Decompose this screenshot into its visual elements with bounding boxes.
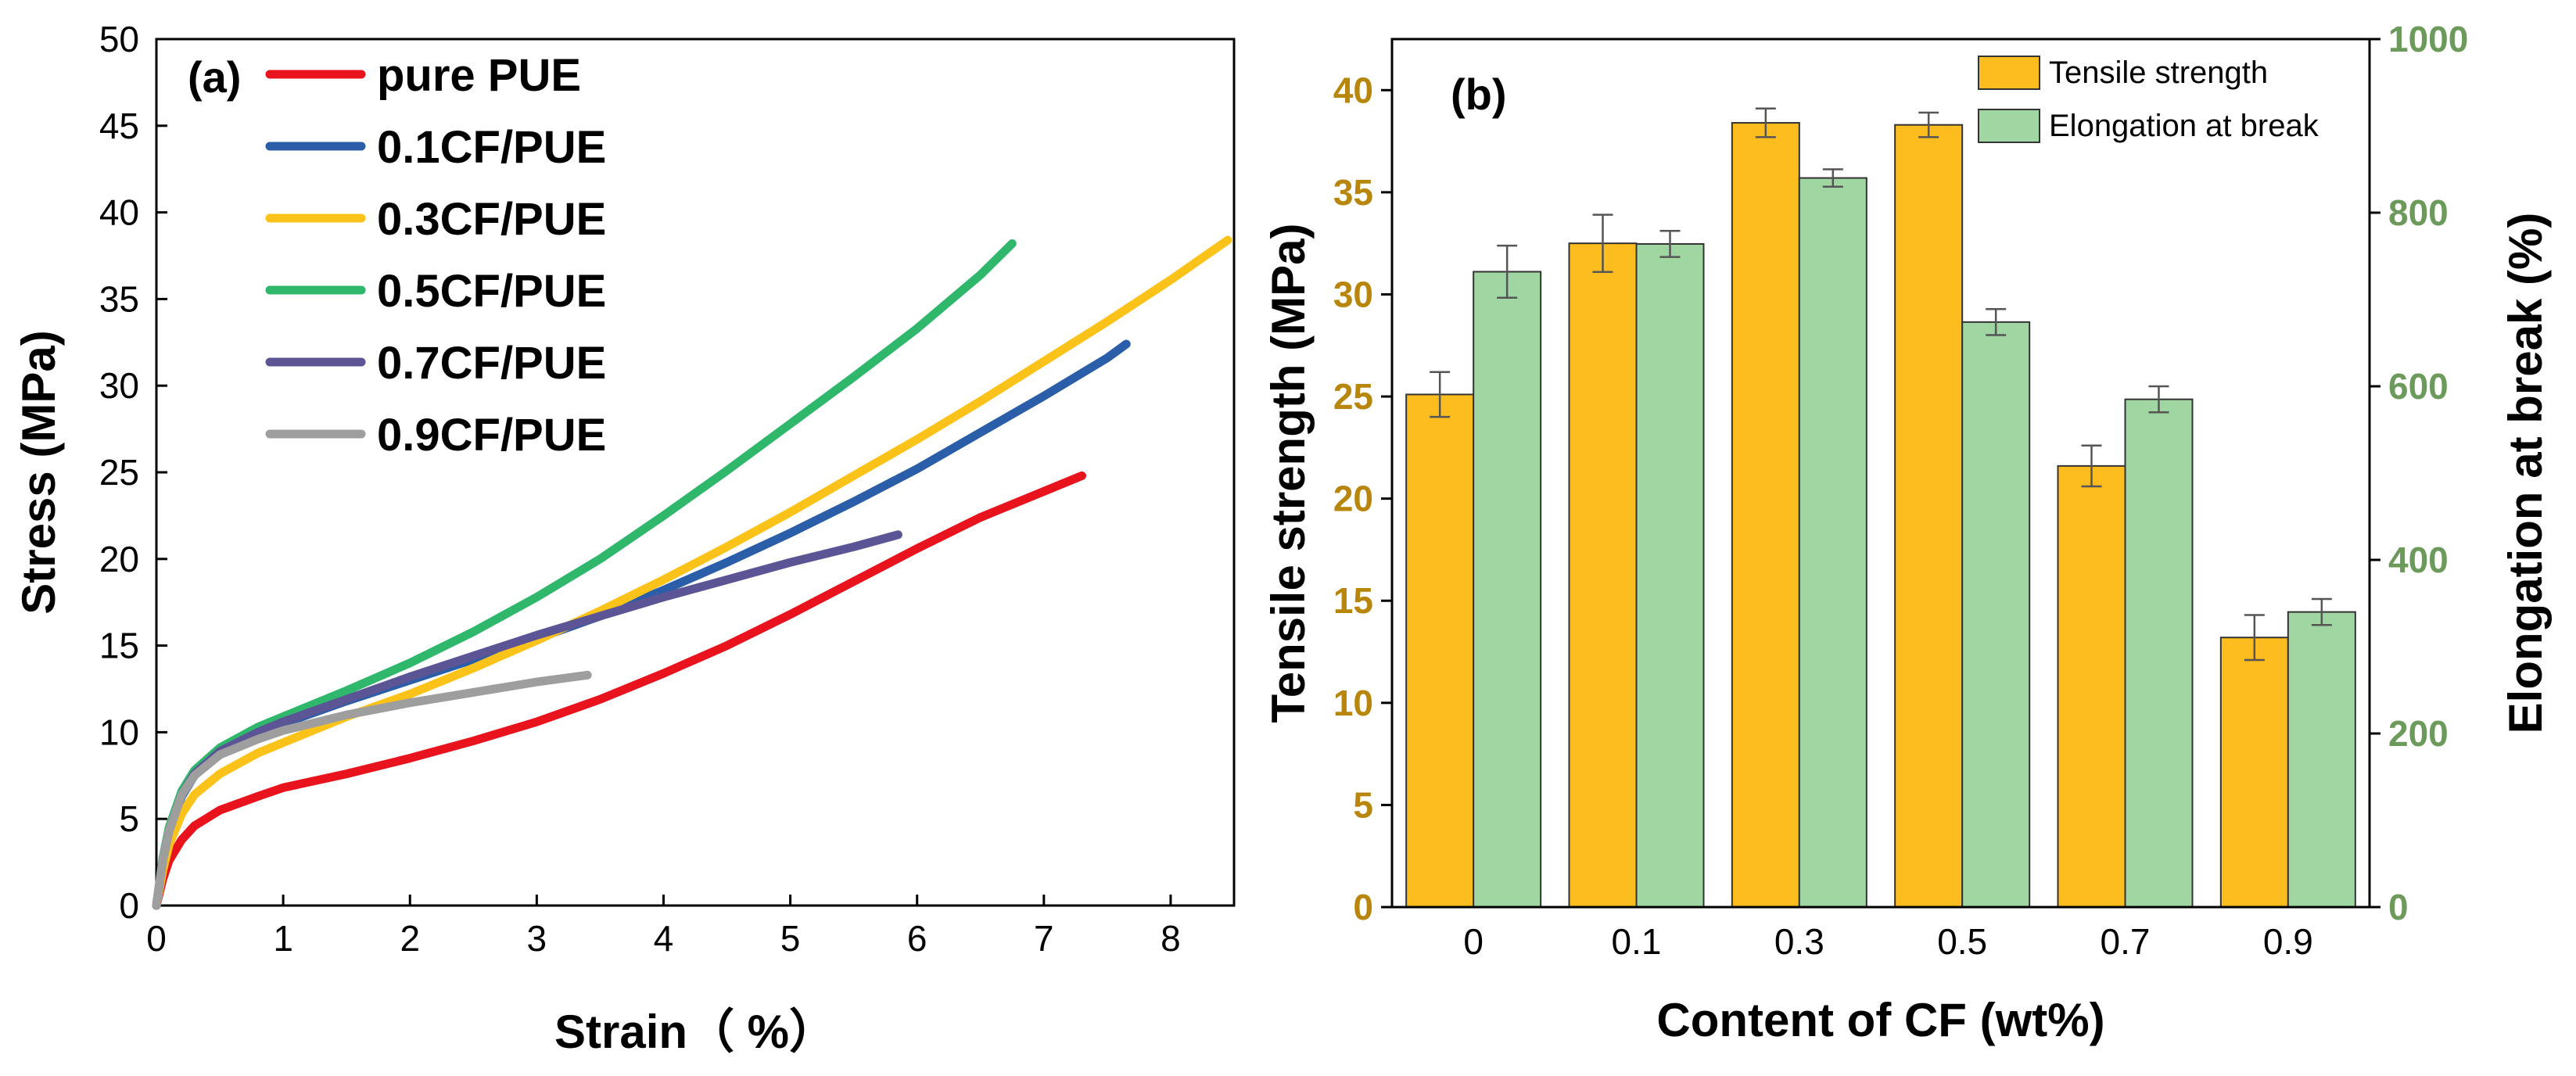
panel-b-left-tick-label: 30 — [1333, 274, 1373, 314]
tensile-bar — [1894, 124, 1964, 909]
series-line-1 — [152, 339, 1131, 910]
elongation-bar — [2124, 398, 2194, 908]
panel-a-x-tick-label: 7 — [1034, 918, 1054, 959]
panel-b-x-tick-label: 0.5 — [1937, 921, 1987, 962]
tensile-bar — [1405, 393, 1475, 908]
legend-label: 0.7CF/PUE — [377, 338, 606, 389]
legend-label: Elongation at break — [2049, 109, 2319, 143]
panel-b-left-tick-label: 5 — [1353, 784, 1373, 825]
legend-label: 0.1CF/PUE — [377, 122, 606, 173]
elongation-bar — [2287, 611, 2356, 908]
panel-a-x-tick-label: 2 — [400, 918, 420, 959]
panel-a-series-lines — [152, 235, 1232, 910]
panel-b-left-tick-label: 35 — [1333, 172, 1373, 213]
legend-label: pure PUE — [377, 50, 581, 101]
panel-b-x-tick-label: 0 — [1463, 921, 1484, 962]
panel-b-x-tick-label: 0.9 — [2263, 921, 2313, 962]
legend-label: 0.9CF/PUE — [377, 410, 606, 461]
panel-a-y-tick-label: 10 — [99, 712, 139, 752]
panel-a-label: (a) — [188, 52, 241, 102]
panel-b-right-tick-label: 600 — [2388, 366, 2449, 407]
panel-a-x-tick-label: 4 — [654, 918, 674, 959]
panel-b-left-tick-label: 0 — [1353, 887, 1373, 927]
panel-b-bar-chart: 0 0.1 0.3 0.5 0.7 0.9051015202530354002004006… — [1262, 19, 2552, 1046]
panel-a-plot-frame — [155, 38, 1236, 907]
panel-b-right-tick-label: 1000 — [2388, 19, 2468, 59]
panel-b-x-tick-label: 0.3 — [1774, 921, 1824, 962]
panel-a-y-tick-label: 20 — [99, 539, 139, 579]
panel-a-y-tick-label: 45 — [99, 106, 139, 146]
panel-a-y-tick-label: 30 — [99, 365, 139, 406]
elongation-bar — [1798, 177, 1867, 909]
panel-b-left-tick-label: 20 — [1333, 479, 1373, 519]
panel-b-left-tick-label: 10 — [1333, 683, 1373, 723]
panel-a-y-tick-label: 50 — [99, 19, 139, 59]
series-line-2 — [152, 235, 1232, 910]
panel-a-y-tick-label: 5 — [119, 798, 139, 839]
panel-b-label: (b) — [1451, 70, 1507, 119]
panel-b-left-tick-label: 15 — [1333, 580, 1373, 621]
elongation-bar — [1635, 242, 1705, 908]
tensile-bar — [1568, 242, 1638, 909]
legend-swatch — [1978, 109, 2040, 143]
panel-a-y-tick-label: 35 — [99, 278, 139, 319]
panel-a-y-tick-label: 40 — [99, 192, 139, 233]
panel-a-x-tick-label: 1 — [273, 918, 293, 959]
elongation-bar — [1473, 271, 1542, 909]
legend-label: 0.5CF/PUE — [377, 266, 606, 317]
elongation-bar — [1961, 321, 2031, 908]
panel-a-y-tick-label: 25 — [99, 452, 139, 493]
tensile-bar — [1731, 122, 1800, 909]
series-line-5 — [152, 670, 592, 910]
panel-a-x-axis-label: Strain（ %） — [554, 1006, 836, 1058]
panel-b-right-tick-label: 0 — [2388, 887, 2409, 927]
tensile-bar — [2219, 637, 2289, 908]
legend-label: Tensile strength — [2049, 56, 2268, 90]
panel-b-ticks: 0 0.1 0.3 0.5 0.7 0.9051015202530354002004006… — [1333, 19, 2469, 962]
panel-a-x-tick-label: 6 — [907, 918, 927, 959]
panel-b-right-axis-label: Elongation at break (%) — [2499, 213, 2552, 734]
tensile-bar — [2057, 464, 2126, 908]
panel-b-left-tick-label: 25 — [1333, 376, 1373, 417]
panel-b-right-tick-label: 400 — [2388, 540, 2449, 580]
panel-a-y-tick-label: 0 — [119, 885, 139, 926]
panel-a-x-tick-label: 8 — [1161, 918, 1181, 959]
series-line-0 — [152, 471, 1086, 910]
legend-swatch — [1978, 56, 2040, 90]
panel-b-left-tick-label: 40 — [1333, 70, 1373, 110]
panel-b-right-tick-label: 200 — [2388, 713, 2449, 754]
panel-b-plot-frame — [1390, 38, 2371, 909]
panel-b-x-tick-label: 0.1 — [1612, 921, 1662, 962]
panel-b-x-axis-label: Content of CF (wt%) — [1656, 994, 2104, 1046]
panel-a-y-axis-label: Stress (MPa) — [13, 330, 65, 614]
panel-a-x-tick-label: 5 — [780, 918, 801, 959]
panel-a-x-tick-label: 3 — [527, 918, 547, 959]
panel-b-bars — [1405, 107, 2356, 909]
panel-b-left-axis-label: Tensile strength (MPa) — [1262, 224, 1315, 723]
panel-a-legend: pure PUE 0.1CF/PUE 0.3CF/PUE 0.5CF/PUE 0.7CF… — [265, 50, 606, 461]
panel-a-y-tick-label: 15 — [99, 626, 139, 666]
panel-b-legend: Tensile strength Elongation at break — [1978, 56, 2319, 143]
panel-b-x-tick-label: 0.7 — [2101, 921, 2151, 962]
panel-b-right-tick-label: 800 — [2388, 192, 2449, 233]
legend-label: 0.3CF/PUE — [377, 194, 606, 245]
panel-a-x-tick-label: 0 — [146, 918, 167, 959]
